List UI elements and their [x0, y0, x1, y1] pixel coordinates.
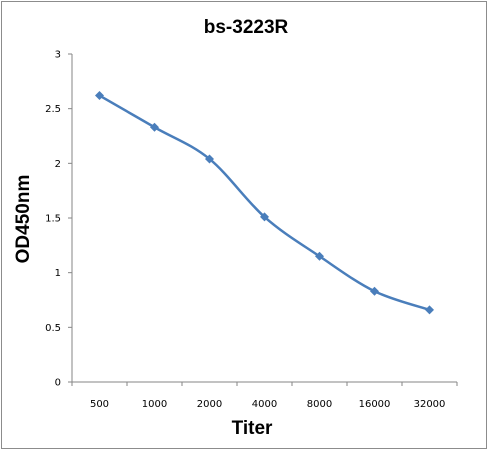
x-tick-label: 16000	[359, 399, 391, 410]
y-ticks: 0 0.5 1 1.5 2 2.5 3	[45, 50, 72, 389]
x-tick-label: 8000	[307, 399, 332, 410]
data-point-marker	[150, 122, 159, 132]
data-point-marker	[260, 212, 269, 222]
x-tick-label: 32000	[414, 399, 446, 410]
y-tick-label: 1.5	[45, 214, 61, 225]
x-ticks: 500 1000 2000 4000 8000 16000 32000	[71, 382, 458, 410]
y-tick-label: 1	[55, 268, 61, 279]
x-tick-label: 1000	[142, 399, 167, 410]
series-line	[98, 94, 430, 312]
x-axis-title: Titer	[232, 418, 273, 439]
data-point-marker	[425, 305, 434, 315]
y-tick-label: 2	[55, 159, 61, 170]
x-tick-label: 500	[90, 399, 109, 410]
y-tick-label: 0.5	[45, 323, 61, 334]
data-point-marker	[370, 286, 379, 296]
y-tick-label: 3	[55, 50, 61, 61]
data-point-marker	[315, 251, 324, 261]
y-tick-label: 0	[55, 378, 61, 389]
chart-title: bs-3223R	[204, 17, 289, 38]
y-axis-title: OD450nm	[13, 175, 34, 264]
y-tick-label: 2.5	[45, 104, 61, 115]
series-markers	[95, 91, 434, 315]
data-point-marker	[205, 154, 214, 164]
data-point-marker	[95, 91, 104, 101]
x-tick-label: 4000	[252, 399, 277, 410]
x-tick-label: 2000	[197, 399, 222, 410]
